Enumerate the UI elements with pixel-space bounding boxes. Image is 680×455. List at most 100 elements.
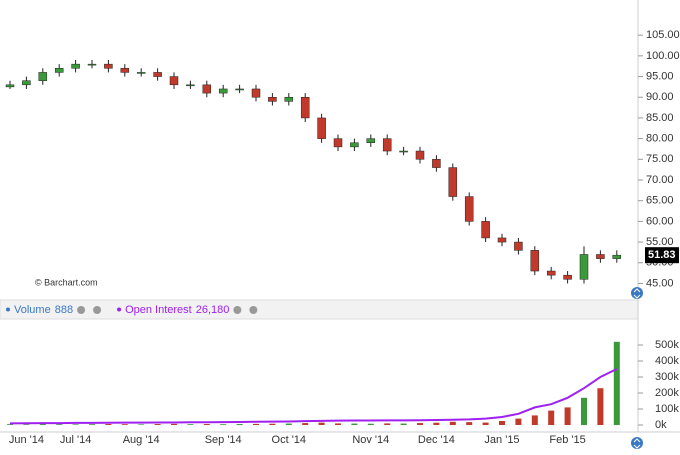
y-tick-label: 90.00 <box>646 91 674 103</box>
candle-body <box>38 72 48 81</box>
volume-bar <box>302 423 309 425</box>
x-tick-label: Dec '14 <box>418 434 455 446</box>
candle-body <box>251 88 261 98</box>
candle-body <box>350 142 359 148</box>
volume-bar <box>105 424 112 425</box>
volume-bar <box>72 424 79 425</box>
volume-bar <box>7 424 13 425</box>
legend-dot <box>6 307 10 312</box>
candle-body <box>218 88 228 94</box>
zoom-button[interactable] <box>631 287 643 299</box>
x-tick-label: Feb '15 <box>549 434 585 446</box>
y-tick-label: 500k <box>655 339 679 351</box>
open-interest-line <box>9 368 618 425</box>
x-tick-label: Nov '14 <box>352 434 389 446</box>
volume-bar <box>285 423 292 425</box>
y-tick-label: 65.00 <box>646 195 674 207</box>
y-tick-label: 60.00 <box>646 215 674 227</box>
zoom-button[interactable] <box>631 437 643 449</box>
volume-bar <box>531 415 538 425</box>
candle-body <box>202 84 212 94</box>
candle-body <box>169 76 179 86</box>
last-price-label: 51.83 <box>648 249 676 261</box>
volume-bar <box>23 424 30 425</box>
volume-bar <box>433 422 440 425</box>
legend-dot <box>117 307 122 312</box>
volume-bar <box>253 423 259 425</box>
volume-bar <box>581 397 587 425</box>
volume-bar <box>564 407 571 425</box>
legend-name: Volume <box>14 304 51 316</box>
volume-bar <box>482 422 489 425</box>
candle-body <box>464 196 474 222</box>
volume-bar <box>417 423 423 425</box>
x-tick-label: Jul '14 <box>60 434 91 446</box>
settings-icon[interactable] <box>233 306 242 314</box>
candle-body <box>563 274 572 280</box>
y-tick-label: 300k <box>655 371 679 383</box>
volume-bar <box>154 424 161 425</box>
candle-body <box>432 159 441 168</box>
y-tick-label: 45.00 <box>646 277 674 289</box>
candle-body <box>415 150 425 160</box>
candle-body <box>235 88 244 91</box>
candle-body <box>153 72 162 77</box>
candle-body <box>497 237 507 243</box>
candle-body <box>317 117 326 139</box>
candle-body <box>333 138 343 148</box>
y-tick-label: 100k <box>655 403 679 415</box>
candle-body <box>399 150 408 153</box>
volume-bar <box>466 422 473 425</box>
candle-body <box>186 84 195 87</box>
y-tick-label: 0k <box>655 419 667 431</box>
volume-bar <box>203 424 210 425</box>
remove-icon[interactable] <box>249 306 258 314</box>
candle-body <box>382 138 392 152</box>
candle-body <box>104 63 113 69</box>
remove-icon[interactable] <box>93 306 102 314</box>
volume-bar <box>351 423 358 425</box>
candle-body <box>284 96 294 102</box>
candle-body <box>268 96 277 102</box>
y-tick-label: 85.00 <box>646 112 674 124</box>
volume-bar <box>89 424 95 425</box>
volume-bar <box>613 341 620 425</box>
candle-body <box>514 241 523 251</box>
volume-bar <box>499 421 505 425</box>
volume-bar <box>515 418 522 425</box>
y-tick-label: 75.00 <box>646 153 674 165</box>
y-tick-label: 200k <box>655 387 679 399</box>
last-price-badge <box>645 247 679 264</box>
volume-bar <box>269 423 276 425</box>
candle-body <box>366 138 376 144</box>
x-tick-label: Aug '14 <box>123 434 160 446</box>
candle-body <box>87 63 97 66</box>
candle-body <box>530 250 540 272</box>
volume-bar <box>449 421 456 425</box>
volume-bar <box>39 424 46 425</box>
volume-bar <box>236 424 243 425</box>
y-tick-label: 95.00 <box>646 70 674 82</box>
y-tick-label: 55.00 <box>646 236 674 248</box>
volume-bar <box>220 424 227 425</box>
candle-body <box>54 68 64 73</box>
settings-icon[interactable] <box>77 306 86 314</box>
candle-body <box>120 68 130 73</box>
volume-bar <box>318 422 325 425</box>
volume-bar <box>367 423 374 425</box>
candle-body <box>579 254 589 280</box>
candle-body <box>481 221 490 239</box>
candle-body <box>612 254 622 259</box>
legend-value: 26,180 <box>196 304 230 316</box>
candle-body <box>136 72 146 74</box>
y-tick-label: 80.00 <box>646 133 674 145</box>
legend-value: 888 <box>55 304 73 316</box>
volume-bar <box>335 423 341 425</box>
candle-body <box>71 63 80 69</box>
volume-bar <box>171 423 177 425</box>
x-tick-label: Sep '14 <box>205 434 242 446</box>
candle-body <box>448 167 458 197</box>
volume-bar <box>121 424 128 425</box>
watermark: © Barchart.com <box>35 277 98 287</box>
